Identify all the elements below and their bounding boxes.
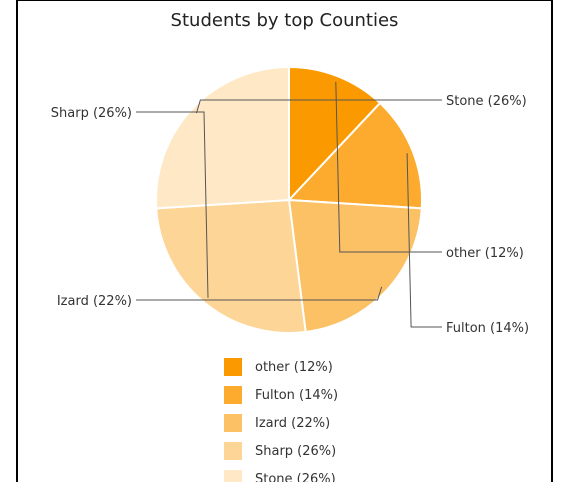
pie-slice — [155, 198, 307, 334]
pie-chart: other (12%) Fulton (14%) Izard (22%) Sharp … — [51, 65, 529, 336]
leader-line — [136, 286, 383, 301]
legend-swatch — [224, 442, 242, 460]
leader-line — [406, 153, 442, 328]
legend-label: Fulton (14%) — [255, 387, 339, 403]
legend-label: other (12%) — [255, 359, 333, 375]
chart-legend: other (12%) Fulton (14%) Izard (22%) Sha… — [224, 353, 338, 482]
slice-label: other (12%) — [446, 246, 524, 261]
leader-line — [136, 111, 209, 298]
legend-label: Sharp (26%) — [255, 443, 337, 459]
legend-label: Izard (22%) — [255, 415, 331, 431]
legend-label: Stone (26%) — [255, 471, 336, 482]
pie-slice — [286, 101, 423, 210]
chart-title: Students by top Counties — [170, 10, 399, 31]
legend-swatch — [224, 386, 242, 404]
legend-item: Izard (22%) — [224, 409, 338, 437]
slice-label: Stone (26%) — [446, 94, 527, 109]
slice-label: Izard (22%) — [57, 294, 132, 309]
leader-line — [195, 99, 442, 114]
slice-label: Fulton (14%) — [446, 321, 529, 336]
leader-line — [335, 81, 442, 253]
pie-slice — [287, 198, 423, 334]
legend-swatch — [224, 414, 242, 432]
legend-swatch — [224, 358, 242, 376]
legend-item: other (12%) — [224, 353, 338, 381]
legend-item: Fulton (14%) — [224, 381, 338, 409]
pie-slice — [155, 65, 290, 210]
legend-item: Sharp (26%) — [224, 437, 338, 465]
slice-label: Sharp (26%) — [51, 106, 132, 121]
chart-container: Students by top Counties other (12%) Fult… — [16, 0, 553, 482]
legend-item: Stone (26%) — [224, 465, 338, 482]
legend-swatch — [224, 470, 242, 482]
